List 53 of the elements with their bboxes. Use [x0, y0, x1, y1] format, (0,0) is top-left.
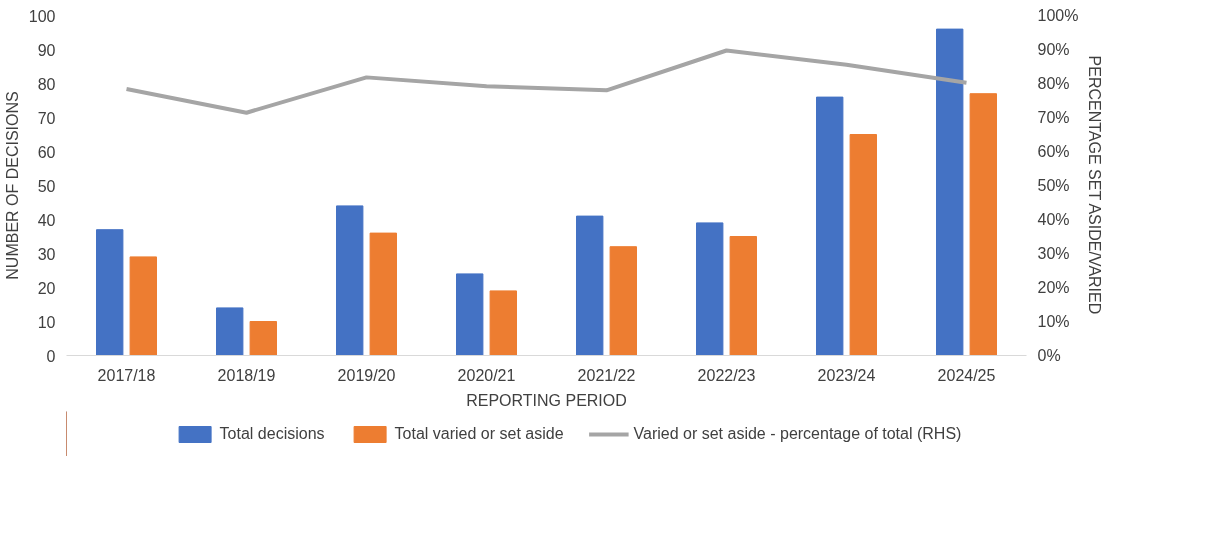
bar: [489, 290, 517, 356]
bar: [576, 215, 604, 356]
legend-label: Total varied or set aside: [394, 424, 564, 443]
bar: [969, 93, 997, 356]
bar: [936, 28, 964, 356]
y2-tick-label: 20%: [1037, 279, 1070, 296]
line-series: [124, 48, 969, 115]
y-tick-label: 10: [37, 313, 56, 331]
y-tick-label: 60: [37, 143, 56, 161]
x-tick-label: 2017/18: [97, 366, 156, 384]
y2-tick-label: 50%: [1037, 177, 1070, 194]
bar: [129, 256, 157, 356]
y2-axis-title: PERCENTAGE SET ASIDE/VARIED: [1086, 55, 1104, 315]
y-tick-label: 70: [37, 109, 56, 127]
bar: [96, 229, 124, 356]
y2-tick-label: 70%: [1037, 109, 1070, 126]
y2-tick-label: 10%: [1037, 313, 1070, 330]
y2-tick-label: 30%: [1037, 245, 1070, 262]
y2-tick-label: 60%: [1037, 143, 1070, 160]
y-tick-label: 100: [28, 7, 56, 25]
x-tick-label: 2023/24: [817, 366, 876, 384]
y-tick-label: 80: [37, 75, 56, 93]
y2-tick-label: 100%: [1037, 7, 1079, 24]
legend-label: Total decisions: [219, 424, 325, 443]
y-tick-label: 40: [37, 211, 56, 229]
bar: [369, 232, 397, 356]
x-axis-title: REPORTING PERIOD: [466, 391, 627, 409]
y2-tick-label: 40%: [1037, 211, 1070, 228]
bar: [696, 222, 724, 356]
bar: [816, 96, 844, 356]
x-tick-label: 2024/25: [937, 366, 996, 384]
y-tick-label: 0: [46, 347, 56, 365]
y-tick-label: 90: [37, 41, 56, 59]
bar: [336, 205, 364, 356]
x-tick-label: 2019/20: [337, 366, 396, 384]
y2-tick-label: 0%: [1037, 347, 1061, 364]
y-tick-label: 50: [37, 177, 56, 195]
x-tick-label: 2021/22: [577, 366, 636, 384]
bar: [849, 134, 877, 356]
y2-tick-label: 90%: [1037, 41, 1070, 58]
bar: [456, 273, 484, 356]
bar: [216, 307, 244, 356]
x-tick-label: 2020/21: [457, 366, 516, 384]
bar: [249, 321, 277, 356]
bar: [609, 246, 637, 356]
y-tick-label: 30: [37, 245, 56, 263]
y2-tick-label: 80%: [1037, 75, 1070, 92]
x-tick-label: 2018/19: [217, 366, 276, 384]
legend-label: Varied or set aside - percentage of total (RHS): [633, 424, 962, 443]
y-tick-label: 20: [37, 279, 56, 297]
bar: [729, 236, 757, 356]
y-axis-title: NUMBER OF DECISIONS: [3, 91, 21, 280]
x-tick-label: 2022/23: [697, 366, 756, 384]
